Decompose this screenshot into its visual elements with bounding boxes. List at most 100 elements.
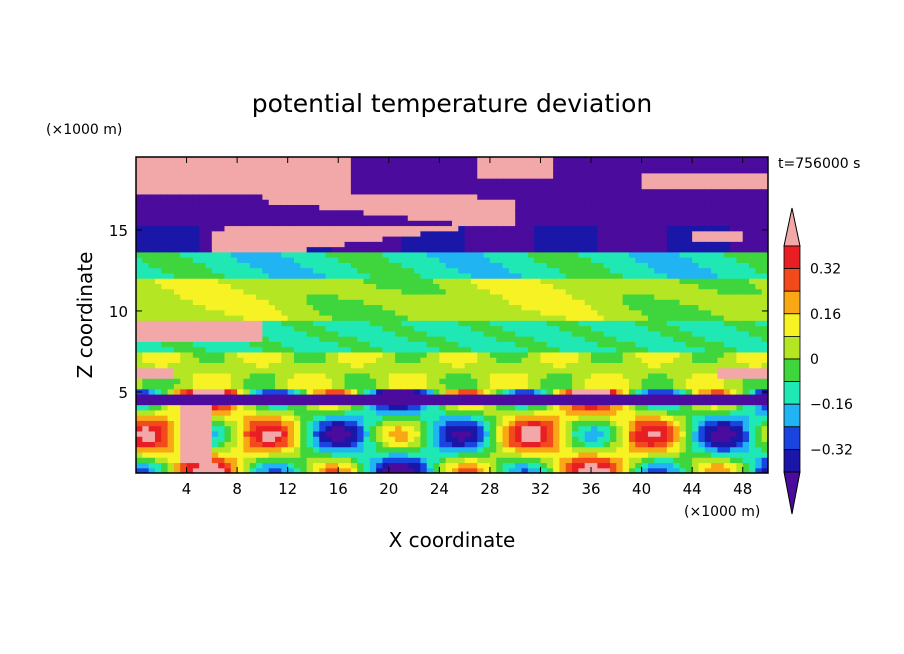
field-cell — [173, 241, 181, 248]
field-cell — [275, 336, 282, 342]
field-cell — [622, 378, 630, 385]
field-cell — [603, 157, 611, 163]
field-cell — [414, 193, 421, 200]
field-cell — [199, 204, 207, 211]
field-cell — [433, 467, 440, 473]
field-cell — [376, 278, 384, 284]
field-cell — [445, 278, 453, 284]
field-cell — [281, 357, 289, 363]
field-cell — [294, 272, 301, 279]
field-cell — [527, 346, 535, 353]
field-cell — [502, 299, 510, 306]
field-cell — [635, 246, 643, 253]
field-cell — [357, 309, 365, 316]
field-cell — [357, 372, 365, 379]
field-cell — [350, 230, 358, 237]
field-cell — [331, 383, 339, 390]
field-cell — [369, 204, 377, 211]
field-cell — [483, 283, 491, 290]
field-cell — [654, 451, 662, 458]
field-cell — [521, 378, 529, 385]
field-cell — [319, 241, 327, 248]
field-cell — [192, 209, 200, 216]
field-cell — [452, 267, 459, 274]
field-cell — [275, 415, 282, 421]
field-cell — [610, 283, 617, 290]
field-cell — [262, 451, 270, 458]
field-cell — [180, 183, 188, 190]
field-cell — [186, 325, 194, 332]
field-cell — [508, 178, 516, 184]
field-cell — [180, 272, 188, 279]
field-cell — [559, 446, 567, 453]
field-cell — [584, 272, 592, 279]
field-cell — [306, 330, 314, 337]
field-cell — [521, 446, 529, 453]
field-cell — [508, 430, 516, 437]
field-cell — [628, 220, 636, 227]
field-cell — [237, 293, 245, 300]
field-cell — [142, 225, 150, 232]
field-cell — [388, 199, 396, 205]
field-cell — [445, 320, 453, 327]
field-cell — [603, 278, 611, 284]
field-cell — [173, 415, 181, 421]
field-cell — [395, 425, 403, 432]
field-cell — [584, 462, 592, 469]
field-cell — [654, 367, 662, 374]
field-cell — [407, 246, 415, 253]
field-cell — [230, 362, 238, 369]
field-cell — [565, 446, 573, 453]
field-cell — [199, 272, 207, 279]
field-cell — [445, 299, 453, 306]
field-cell — [628, 162, 636, 169]
field-cell — [230, 320, 238, 327]
field-cell — [357, 251, 365, 258]
field-cell — [591, 278, 598, 284]
field-cell — [439, 304, 447, 311]
field-cell — [622, 267, 630, 274]
field-cell — [515, 309, 523, 316]
field-cell — [376, 467, 384, 473]
field-cell — [584, 283, 592, 290]
field-cell — [597, 315, 605, 321]
field-cell — [136, 378, 143, 385]
field-cell — [287, 409, 295, 416]
field-cell — [281, 193, 289, 200]
field-cell — [407, 409, 415, 416]
field-cell — [136, 267, 143, 274]
field-cell — [464, 346, 472, 353]
field-cell — [527, 272, 535, 279]
field-cell — [268, 288, 276, 295]
field-cell — [572, 399, 579, 406]
field-cell — [256, 351, 263, 358]
field-cell — [470, 351, 478, 358]
field-cell — [294, 346, 301, 353]
field-cell — [647, 204, 655, 211]
field-cell — [420, 309, 428, 316]
field-cell — [654, 436, 662, 442]
field-cell — [546, 388, 554, 395]
field-cell — [546, 293, 554, 300]
field-cell — [388, 172, 396, 179]
field-cell — [205, 430, 213, 437]
field-cell — [452, 336, 459, 342]
field-cell — [262, 172, 270, 179]
field-cell — [275, 220, 282, 227]
field-cell — [319, 199, 327, 205]
field-cell — [483, 420, 491, 427]
field-cell — [489, 357, 497, 363]
field-cell — [610, 378, 617, 385]
field-cell — [192, 283, 200, 290]
field-cell — [508, 436, 516, 442]
field-cell — [312, 262, 320, 269]
field-cell — [540, 451, 548, 458]
field-cell — [470, 278, 478, 284]
field-cell — [262, 415, 270, 421]
field-cell — [281, 246, 289, 253]
field-cell — [148, 199, 156, 205]
field-cell — [527, 293, 535, 300]
field-cell — [325, 415, 333, 421]
field-cell — [489, 162, 497, 169]
field-cell — [610, 394, 617, 400]
